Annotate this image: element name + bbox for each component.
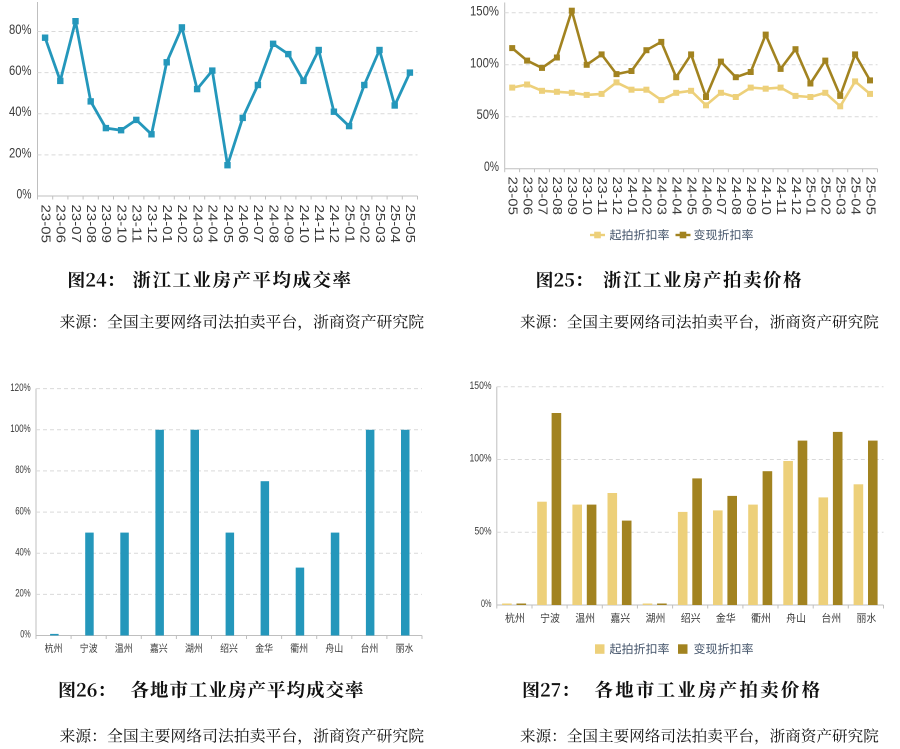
svg-text:25-03: 25-03 — [373, 205, 388, 244]
svg-text:24-08: 24-08 — [729, 177, 744, 216]
svg-text:24-12: 24-12 — [327, 205, 342, 244]
svg-text:24-04: 24-04 — [670, 177, 685, 216]
svg-text:23-08: 23-08 — [550, 177, 565, 216]
svg-text:23-10: 23-10 — [580, 177, 595, 216]
svg-text:0%: 0% — [481, 598, 492, 610]
svg-text:0%: 0% — [484, 158, 499, 174]
svg-text:100%: 100% — [470, 54, 499, 70]
svg-text:23-11: 23-11 — [595, 177, 610, 216]
svg-text:0%: 0% — [20, 629, 31, 641]
svg-text:24-03: 24-03 — [190, 205, 205, 244]
svg-text:24-10: 24-10 — [297, 205, 312, 244]
svg-text:23-11: 23-11 — [130, 205, 145, 244]
svg-text:40%: 40% — [15, 546, 31, 558]
svg-text:24-07: 24-07 — [714, 177, 729, 216]
svg-text:24-08: 24-08 — [266, 205, 281, 244]
svg-text:24-01: 24-01 — [160, 205, 175, 244]
svg-text:23-07: 23-07 — [69, 205, 84, 244]
svg-text:24-11: 24-11 — [312, 205, 327, 244]
svg-text:25-04: 25-04 — [848, 177, 863, 216]
svg-text:23-05: 23-05 — [38, 205, 53, 244]
svg-text:25-04: 25-04 — [388, 205, 403, 244]
svg-text:24-09: 24-09 — [744, 177, 759, 216]
svg-text:23-10: 23-10 — [114, 205, 129, 244]
svg-text:23-09: 23-09 — [565, 177, 580, 216]
svg-text:25-02: 25-02 — [358, 205, 373, 244]
svg-text:24-02: 24-02 — [175, 205, 190, 244]
svg-text:60%: 60% — [9, 62, 32, 78]
svg-text:25-01: 25-01 — [342, 205, 357, 244]
svg-text:23-06: 23-06 — [54, 205, 69, 244]
svg-text:80%: 80% — [9, 21, 32, 37]
svg-text:25-01: 25-01 — [804, 177, 819, 216]
svg-text:24-02: 24-02 — [640, 177, 655, 216]
svg-text:0%: 0% — [17, 186, 32, 202]
svg-text:25-05: 25-05 — [863, 177, 878, 216]
svg-text:80%: 80% — [15, 464, 31, 476]
svg-text:100%: 100% — [470, 453, 492, 465]
svg-text:20%: 20% — [15, 588, 31, 600]
svg-text:60%: 60% — [15, 505, 31, 517]
svg-text:24-07: 24-07 — [251, 205, 266, 244]
svg-text:23-09: 23-09 — [99, 205, 114, 244]
svg-text:25-03: 25-03 — [834, 177, 849, 216]
svg-text:24-01: 24-01 — [625, 177, 640, 216]
svg-text:20%: 20% — [9, 144, 32, 160]
svg-text:23-12: 23-12 — [610, 177, 625, 216]
svg-text:23-05: 23-05 — [506, 177, 521, 216]
svg-text:100%: 100% — [10, 423, 31, 435]
svg-text:50%: 50% — [477, 106, 500, 122]
svg-text:23-08: 23-08 — [84, 205, 99, 244]
svg-text:24-05: 24-05 — [221, 205, 236, 244]
svg-text:23-12: 23-12 — [145, 205, 160, 244]
svg-text:24-11: 24-11 — [774, 177, 789, 216]
svg-text:120%: 120% — [10, 382, 31, 394]
svg-text:150%: 150% — [470, 2, 499, 18]
svg-text:24-06: 24-06 — [236, 205, 251, 244]
svg-text:25-02: 25-02 — [819, 177, 834, 216]
svg-text:24-03: 24-03 — [655, 177, 670, 216]
svg-text:150%: 150% — [470, 380, 492, 392]
svg-text:24-09: 24-09 — [282, 205, 297, 244]
svg-text:23-06: 23-06 — [520, 177, 535, 216]
svg-text:40%: 40% — [9, 103, 32, 119]
svg-text:24-05: 24-05 — [684, 177, 699, 216]
svg-text:24-06: 24-06 — [699, 177, 714, 216]
svg-text:24-04: 24-04 — [206, 205, 221, 244]
svg-text:50%: 50% — [475, 526, 492, 538]
svg-text:23-07: 23-07 — [535, 177, 550, 216]
svg-text:24-12: 24-12 — [789, 177, 804, 216]
svg-text:25-05: 25-05 — [403, 205, 418, 244]
svg-text:24-10: 24-10 — [759, 177, 774, 216]
